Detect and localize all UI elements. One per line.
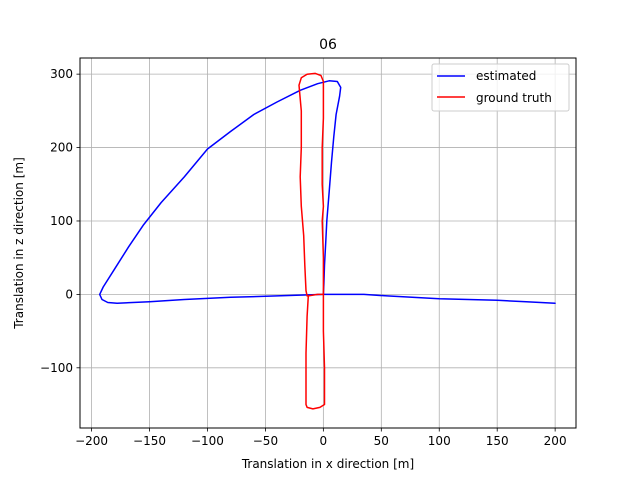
x-tick-label: 150: [486, 434, 509, 448]
series-line-estimated: [98, 80, 556, 304]
y-tick-label: 200: [50, 141, 73, 155]
x-tick-label: 50: [374, 434, 389, 448]
chart-title: 06: [319, 37, 337, 53]
legend-label-estimated: estimated: [476, 69, 536, 83]
series-line-ground-truth: [298, 72, 326, 410]
x-axis: −200 −150 −100 −50 0 50 100 150 200: [75, 428, 567, 448]
grid: [80, 58, 576, 428]
legend-box: [431, 63, 570, 112]
y-tick-label: 300: [50, 67, 73, 81]
plot-frame: [79, 57, 577, 429]
x-tick-label: −50: [253, 434, 278, 448]
x-tick-label: −150: [133, 434, 166, 448]
x-axis-label: Translation in x direction [m]: [241, 457, 414, 471]
x-tick-label: −100: [191, 434, 224, 448]
y-tick-label: 100: [50, 214, 73, 228]
x-tick-label: 0: [320, 434, 328, 448]
legend-label-ground-truth: ground truth: [476, 91, 552, 105]
x-tick-label: −200: [75, 434, 108, 448]
y-tick-label: −100: [40, 361, 73, 375]
y-axis-label: Translation in z direction [m]: [12, 157, 26, 330]
x-tick-label: 100: [428, 434, 451, 448]
series-group: [98, 72, 556, 410]
y-axis: −100 0 100 200 300: [40, 67, 80, 375]
y-tick-label: 0: [65, 287, 73, 301]
legend: estimated ground truth: [431, 63, 570, 112]
x-tick-label: 200: [544, 434, 567, 448]
